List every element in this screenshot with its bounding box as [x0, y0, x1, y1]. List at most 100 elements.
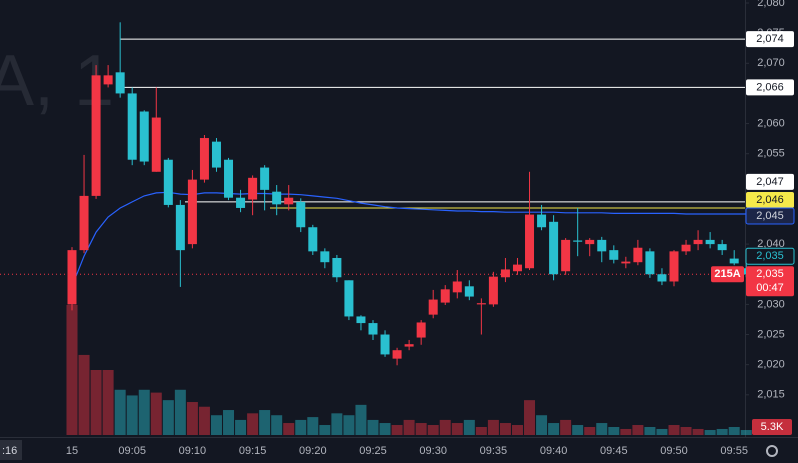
candle-body [344, 280, 354, 317]
candle-body [272, 191, 282, 205]
candle-body [537, 214, 547, 228]
settings-ring[interactable] [766, 445, 778, 457]
volume-bar [716, 428, 728, 435]
candle-body [549, 221, 559, 275]
candle-body [681, 244, 691, 252]
volume-bar [235, 419, 247, 435]
volume-bar [271, 415, 283, 435]
volume-bar [608, 426, 620, 435]
volume-bar [487, 419, 499, 435]
candle-body [308, 227, 318, 252]
volume-bar [403, 419, 415, 435]
volume-bar [511, 425, 523, 435]
candle-body [573, 240, 583, 242]
candle-body [163, 159, 173, 205]
candle-body [320, 251, 330, 263]
volume-bar [656, 428, 668, 435]
candle-body [103, 75, 113, 85]
volume-bar [632, 425, 644, 435]
candle-body [139, 111, 149, 162]
candle-body [332, 257, 342, 278]
volume-bar [114, 389, 126, 435]
indicator-label: 2,035 [756, 250, 784, 262]
volume-bar [644, 426, 656, 435]
volume-bar [379, 423, 391, 435]
candle-body [392, 350, 402, 359]
y-tick-label: 2,080 [757, 0, 785, 9]
candle-body [452, 281, 462, 293]
x-tick-label: 09:30 [419, 445, 447, 457]
x-tick-label: 09:05 [118, 445, 146, 457]
volume-bar [210, 415, 222, 435]
y-tick-label: 2,025 [757, 328, 785, 340]
volume-bar [78, 354, 90, 435]
candle-body [187, 179, 197, 245]
settings-icon[interactable] [766, 445, 778, 457]
volume-bar [596, 423, 608, 435]
candle-body [609, 250, 619, 260]
candle-body [67, 250, 77, 305]
volume-bar [319, 425, 331, 435]
price-line-label-box [746, 79, 794, 96]
volume-bar [728, 426, 740, 435]
volume-bar [186, 402, 198, 435]
candle-body [260, 167, 270, 190]
edge-label: :16 [2, 445, 17, 457]
candle-body [705, 239, 715, 245]
candle-body [657, 274, 667, 282]
candle-body [224, 159, 234, 198]
volume-bar [307, 417, 319, 435]
candle-body [729, 258, 739, 264]
volume-bar [439, 419, 451, 435]
volume-bar [668, 425, 680, 435]
volume-bar [198, 406, 210, 435]
candle-body [199, 138, 209, 180]
candle-body [236, 197, 246, 208]
price-line-label-box [746, 191, 794, 208]
volume-bar [174, 389, 186, 435]
volume-bar [283, 423, 295, 435]
volume-bar [740, 430, 752, 435]
x-tick-label: 09:50 [660, 445, 688, 457]
volume-bar [331, 413, 343, 435]
moving-average [71, 191, 747, 287]
volume-bar [223, 410, 235, 435]
volume-bar [259, 410, 271, 435]
candle-body [621, 261, 631, 264]
candle-body [512, 264, 522, 272]
y-tick-label: 2,030 [757, 298, 785, 310]
x-tick-label: 09:35 [480, 445, 508, 457]
y-tick-label: 2,040 [757, 238, 785, 250]
volume-bar [692, 428, 704, 435]
candle-body [248, 177, 258, 200]
y-tick-label: 2,015 [757, 389, 785, 401]
volume-bar [415, 423, 427, 435]
candle-body [211, 141, 221, 168]
candle-body [151, 117, 161, 172]
last-price-box [746, 266, 794, 297]
x-tick-label: 09:55 [720, 445, 748, 457]
price-line-label: 2,074 [756, 33, 784, 45]
price-line-label: 2,066 [756, 81, 784, 93]
candle-body [296, 201, 306, 228]
volume-bar [367, 419, 379, 435]
candle-body [476, 303, 486, 305]
candle-body [693, 239, 703, 245]
x-tick-label: 15 [66, 445, 78, 457]
ma-label-box [745, 207, 795, 225]
volume-bar [680, 426, 692, 435]
volume-bar [584, 426, 596, 435]
volume-bar [572, 425, 584, 435]
price-line-label: 2,047 [756, 176, 784, 188]
candle-body [585, 239, 595, 245]
price-line-label: 2,046 [756, 194, 784, 206]
volume-bar [560, 419, 572, 435]
volume-bar [355, 404, 367, 435]
volume-bar [499, 423, 511, 435]
symbol: 215A [714, 268, 740, 280]
volume-bar [162, 400, 174, 435]
countdown: 00:47 [756, 282, 784, 294]
candle-body [561, 239, 571, 272]
candle-body [440, 289, 450, 303]
